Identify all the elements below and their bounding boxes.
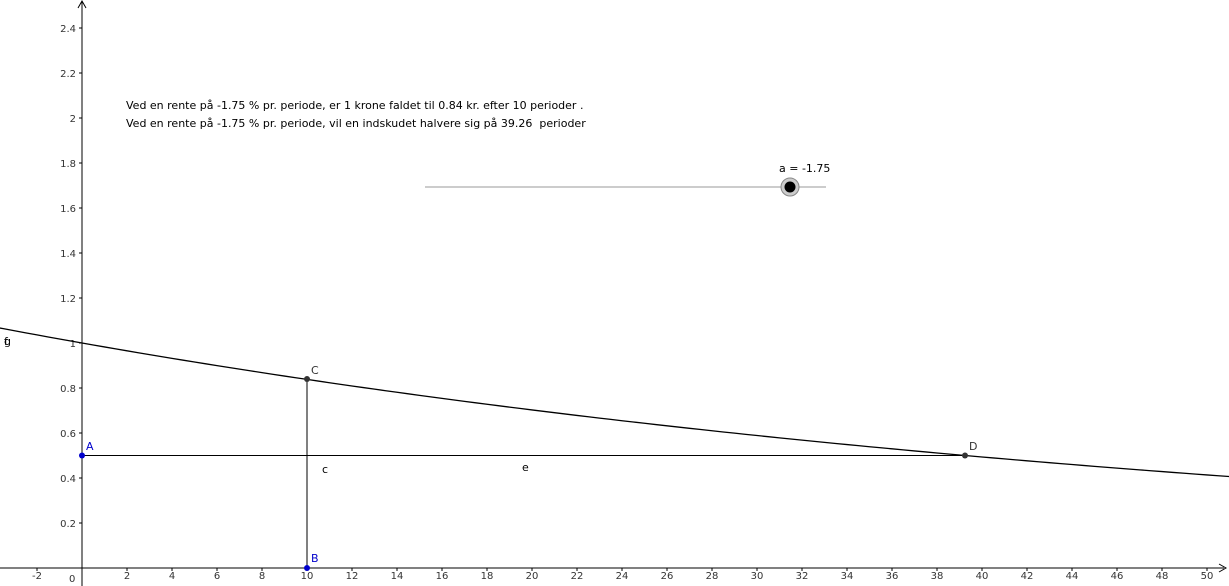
x-tick-label: 2 <box>124 571 130 582</box>
y-tick-label: 0.2 <box>60 519 76 530</box>
x-tick-label: 40 <box>976 571 989 582</box>
x-tick-label: 38 <box>931 571 944 582</box>
slider-label: a = -1.75 <box>779 162 831 175</box>
y-tick-label: 2.2 <box>60 69 76 80</box>
x-tick-label: 6 <box>214 571 220 582</box>
exponential-curve-f[interactable] <box>0 327 1229 479</box>
x-tick-label: 42 <box>1021 571 1034 582</box>
info-text-halving: Ved en rente på -1.75 % pr. periode, vil… <box>126 117 586 130</box>
x-tick-label: 12 <box>346 571 359 582</box>
point-label-d: D <box>969 440 977 453</box>
y-tick-label: 1.6 <box>60 204 76 215</box>
segment-label-c: c <box>322 463 328 476</box>
x-tick-label: 46 <box>1111 571 1124 582</box>
x-tick-label: 22 <box>571 571 584 582</box>
x-tick-label: 44 <box>1066 571 1079 582</box>
curve-label-f: f <box>4 335 9 348</box>
y-tick-label: 0.4 <box>60 474 76 485</box>
x-tick-label: 34 <box>841 571 854 582</box>
x-tick-label: 30 <box>751 571 764 582</box>
y-tick-label: 1.2 <box>60 294 76 305</box>
x-tick-label: 18 <box>481 571 494 582</box>
segment-label-e: e <box>522 461 529 474</box>
point-d[interactable] <box>962 452 968 459</box>
x-tick-label: 48 <box>1156 571 1169 582</box>
x-tick-label: 50 <box>1201 571 1214 582</box>
point-a[interactable] <box>79 452 85 459</box>
y-tick-label: 2.4 <box>60 24 76 35</box>
x-tick-label: 36 <box>886 571 899 582</box>
curve-label-g: g <box>4 335 11 348</box>
origin-label: 0 <box>69 574 75 585</box>
point-label-b: B <box>311 552 319 565</box>
y-tick-label: 1 <box>70 339 76 350</box>
y-tick-label: 0.6 <box>60 429 76 440</box>
x-tick-label: 28 <box>706 571 719 582</box>
x-tick-label: 26 <box>661 571 674 582</box>
y-tick-label: 2 <box>70 114 76 125</box>
point-label-c: C <box>311 364 319 377</box>
x-axis-arrow-icon <box>1218 563 1228 573</box>
x-tick-label: 8 <box>259 571 265 582</box>
slider-handle[interactable] <box>784 181 796 193</box>
y-axis-arrow-icon <box>77 0 87 9</box>
x-tick-label: 16 <box>436 571 449 582</box>
y-axis-ticks: 0.2 0.4 0.6 0.8 1 1.2 1.4 1.6 1.8 2 2.2 2.4 <box>60 24 82 530</box>
y-tick-label: 1.4 <box>60 249 76 260</box>
x-tick-label: 32 <box>796 571 809 582</box>
x-tick-label: 4 <box>169 571 175 582</box>
point-label-a: A <box>86 440 94 453</box>
point-b[interactable] <box>304 565 310 571</box>
y-tick-label: 0.8 <box>60 384 76 395</box>
info-text-value: Ved en rente på -1.75 % pr. periode, er … <box>126 99 584 112</box>
point-c[interactable] <box>304 376 310 382</box>
x-tick-label: 10 <box>301 571 314 582</box>
x-tick-label: 24 <box>616 571 629 582</box>
y-tick-label: 1.8 <box>60 159 76 170</box>
x-tick-label: 20 <box>526 571 539 582</box>
x-axis-ticks: -2 2 4 6 8 10 12 14 16 18 20 22 24 26 28 30 32 34 36 38 40 42… <box>32 568 1213 582</box>
x-tick-label: 14 <box>391 571 404 582</box>
x-tick-label: -2 <box>32 571 42 582</box>
